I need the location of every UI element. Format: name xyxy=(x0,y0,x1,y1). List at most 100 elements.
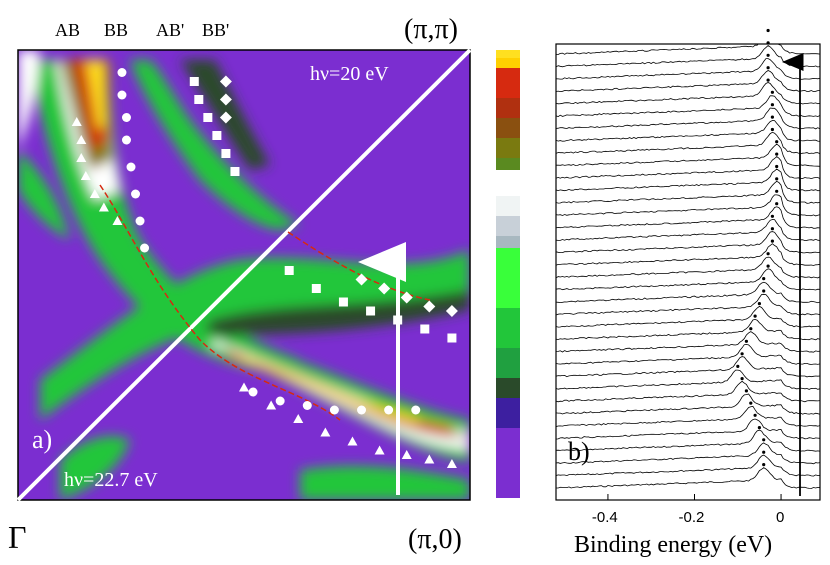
fit-line-bbprime xyxy=(287,231,431,301)
panel-a: a) hν=20 eV hν=22.7 eV AB BB AB' BB' Γ (… xyxy=(8,14,472,555)
x-axis-ticks: -0.4 -0.2 0 xyxy=(592,494,784,526)
edc-curve-28 xyxy=(556,120,820,142)
edc-peak-5 xyxy=(749,401,753,405)
marker-bb--0 xyxy=(219,75,232,88)
edc-curve-1 xyxy=(556,454,820,477)
edc-peak-4 xyxy=(753,413,757,417)
marker-bb--1 xyxy=(219,93,232,106)
edc-peak-17 xyxy=(766,252,770,256)
edc-peak-7 xyxy=(740,377,744,381)
edc-peak-27 xyxy=(770,127,775,132)
marker-bb--2 xyxy=(219,111,232,124)
map-intensity xyxy=(18,50,470,500)
marker-bb-0 xyxy=(117,68,127,77)
edc-curve-8 xyxy=(556,369,820,390)
marker-ab--3 xyxy=(212,131,222,140)
marker-ab-1 xyxy=(76,135,87,144)
edc-peak-9 xyxy=(740,352,744,356)
edc-curve-7 xyxy=(556,380,820,403)
marker-ab--5 xyxy=(230,167,240,176)
marker-ab-antinodal-4 xyxy=(347,436,358,446)
edc-peak-markers xyxy=(736,28,779,467)
edc-peak-2 xyxy=(762,438,766,442)
edc-peak-24 xyxy=(775,164,779,169)
marker-bb-antinodal-6 xyxy=(248,387,258,397)
edc-peak-23 xyxy=(775,177,779,181)
band-label-abprime: AB' xyxy=(156,20,184,40)
marker-bb-antinodal-5 xyxy=(275,396,285,406)
edc-peak-8 xyxy=(736,364,740,368)
marker-ab--4 xyxy=(221,149,231,158)
panel-b-label: b) xyxy=(568,437,590,466)
marker-ab-antinodal-6 xyxy=(284,266,294,275)
marker-bb-2 xyxy=(121,113,131,122)
marker-ab-antinodal-0 xyxy=(446,459,457,468)
edc-curve-17 xyxy=(556,256,820,279)
marker-ab-antinodal-0 xyxy=(447,333,457,343)
edc-curve-34 xyxy=(556,44,820,68)
x-tick-label-0: -0.4 xyxy=(592,509,618,526)
marker-ab-antinodal-5 xyxy=(311,284,321,293)
edc-peak-28 xyxy=(770,115,775,119)
marker-ab-6 xyxy=(112,216,123,225)
edc-curve-26 xyxy=(556,143,820,167)
fermi-surface-markers xyxy=(71,68,458,468)
marker-bb-7 xyxy=(140,243,150,253)
marker-ab-antinodal-6 xyxy=(293,414,304,423)
edc-curve-25 xyxy=(556,155,820,180)
marker-ab--2 xyxy=(203,113,213,122)
marker-ab-antinodal-7 xyxy=(266,400,277,410)
panel-b: b) -0.4 -0.2 0 Binding energy (eV) xyxy=(555,28,821,558)
marker-bb-antinodal-4 xyxy=(355,273,368,286)
marker-ab-antinodal-8 xyxy=(239,382,249,392)
edc-curve-35 xyxy=(556,44,820,55)
edc-peak-16 xyxy=(766,264,770,268)
edc-curve-14 xyxy=(556,293,820,316)
band-label-bbprime: BB' xyxy=(202,20,229,40)
marker-ab-4 xyxy=(89,189,100,198)
edc-curve-0 xyxy=(556,467,820,489)
edc-curve-20 xyxy=(556,219,820,242)
marker-bb-6 xyxy=(135,216,145,226)
marker-bb-antinodal-0 xyxy=(445,305,458,317)
edc-peak-32 xyxy=(766,66,770,70)
edc-peak-31 xyxy=(766,78,770,82)
marker-ab--1 xyxy=(194,95,204,104)
marker-ab-antinodal-1 xyxy=(420,324,430,334)
edc-peak-20 xyxy=(770,214,775,218)
marker-ab-antinodal-1 xyxy=(424,454,435,464)
marker-bb-3 xyxy=(121,135,131,145)
marker-ab-2 xyxy=(76,153,87,162)
edc-curve-16 xyxy=(556,268,820,291)
marker-ab-antinodal-3 xyxy=(374,445,385,455)
edc-peak-18 xyxy=(770,239,775,243)
edc-peak-25 xyxy=(775,152,779,156)
edc-peak-3 xyxy=(757,426,762,430)
edc-peak-26 xyxy=(775,140,779,144)
marker-ab-antinodal-5 xyxy=(320,427,331,437)
edc-curve-31 xyxy=(556,82,820,105)
panel-a-label: a) xyxy=(32,425,52,454)
edc-peak-33 xyxy=(766,53,770,57)
edc-curve-15 xyxy=(556,281,820,304)
marker-bb-antinodal-2 xyxy=(357,405,367,415)
edc-curve-2 xyxy=(556,442,820,465)
marker-bb-1 xyxy=(117,90,127,100)
edc-curve-12 xyxy=(556,318,820,341)
edc-peak-12 xyxy=(753,314,757,318)
pi-pi-label: (π,π) xyxy=(404,14,458,45)
map-frame xyxy=(17,49,471,501)
edc-peak-14 xyxy=(762,289,766,293)
edc-curve-22 xyxy=(556,194,820,217)
edc-curve-24 xyxy=(556,168,820,192)
edc-curve-32 xyxy=(556,70,820,93)
edc-curve-5 xyxy=(556,405,820,427)
edc-peak-35 xyxy=(766,28,770,33)
marker-bb-antinodal-4 xyxy=(302,401,312,410)
marker-bb-antinodal-2 xyxy=(400,291,413,304)
edc-peak-34 xyxy=(766,41,770,45)
marker-ab-5 xyxy=(98,202,109,212)
edc-peak-1 xyxy=(762,450,766,454)
edc-peak-6 xyxy=(744,389,749,393)
